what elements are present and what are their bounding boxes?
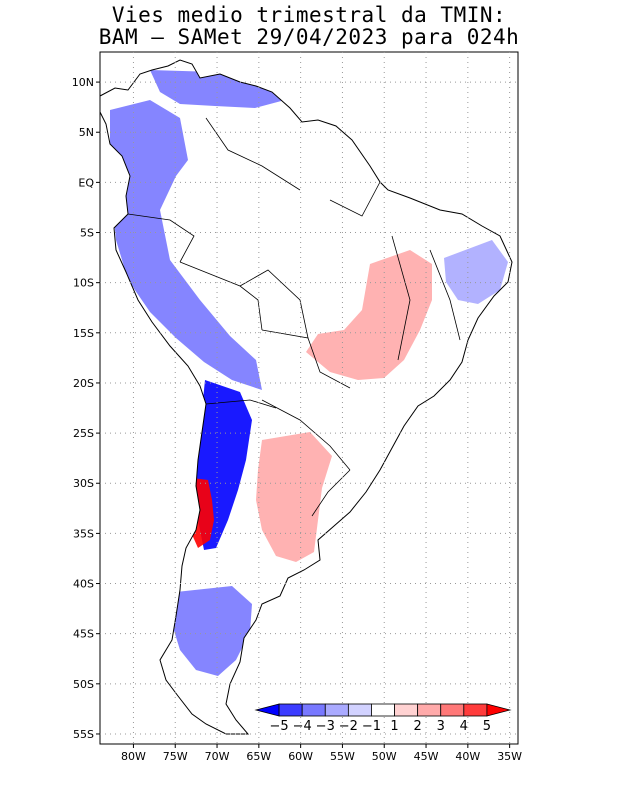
colorbar-swatch	[324, 703, 349, 717]
colorbar-label: 2	[413, 719, 421, 734]
colorbar-swatch	[440, 703, 465, 717]
map-title-line-2: BAM – SAMet 29/04/2023 para 024h	[98, 25, 520, 49]
country-border	[261, 329, 351, 389]
lon-tick-label: 75W	[163, 750, 188, 763]
lon-tick-label: 70W	[205, 750, 230, 763]
colorbar-swatch	[463, 703, 488, 717]
graticule-grid	[100, 52, 518, 744]
country-border	[429, 249, 461, 341]
lat-tick-label: 10S	[73, 277, 94, 290]
colorbar-label: −4	[293, 719, 312, 734]
lat-tick-label: 5S	[80, 227, 94, 240]
lon-tick-label: 60W	[288, 750, 313, 763]
bias-region-andes-west-blue	[110, 100, 262, 390]
colorbar-label: 5	[483, 719, 491, 734]
lat-tick-label: 55S	[73, 728, 94, 741]
bias-region-patagonia-blue	[172, 586, 252, 676]
country-border	[205, 399, 277, 409]
colorbar-label: −5	[270, 719, 289, 734]
colorbar-legend: −5 −4 −3 −2 −1 1 2 3 4 5	[254, 703, 512, 734]
lat-tick-label: 20S	[73, 377, 94, 390]
lat-tick-label: 50S	[73, 678, 94, 691]
lat-tick-label: 10N	[72, 76, 94, 89]
lat-tick-label: EQ	[78, 176, 94, 189]
lat-tick-label: 5N	[79, 126, 94, 139]
lat-tick-label: 35S	[73, 527, 94, 540]
bias-region-caribbean-blue	[150, 70, 285, 108]
bias-region-brazil-northeast-blue	[444, 240, 508, 304]
colorbar-swatch	[371, 703, 395, 717]
lat-tick-label: 45S	[73, 628, 94, 641]
country-border	[127, 213, 195, 263]
lon-tick-label: 80W	[121, 750, 146, 763]
colorbar-label: 1	[390, 719, 398, 734]
colorbar-swatch	[278, 703, 303, 717]
lat-tick-label: 40S	[73, 578, 94, 591]
colorbar-swatch	[347, 703, 372, 717]
country-border	[329, 181, 381, 217]
colorbar-label: 4	[460, 719, 468, 734]
colorbar-swatch	[486, 703, 512, 717]
lat-tick-label: 30S	[73, 477, 94, 490]
lat-tick-label: 15S	[73, 327, 94, 340]
country-border	[179, 261, 263, 331]
lon-tick-label: 55W	[330, 750, 355, 763]
lon-tick-label: 35W	[497, 750, 522, 763]
bias-region-argentina-pampas-red	[256, 432, 332, 562]
colorbar-label: −3	[316, 719, 335, 734]
colorbar-swatch	[301, 703, 326, 717]
country-border	[205, 117, 301, 191]
colorbar-label: 3	[437, 719, 445, 734]
map-title-line-1: Vies medio trimestral da TMIN:	[111, 3, 507, 27]
lon-tick-label: 45W	[414, 750, 439, 763]
lat-tick-label: 25S	[73, 427, 94, 440]
lon-tick-label: 40W	[455, 750, 480, 763]
colorbar-label: −1	[362, 719, 381, 734]
country-border	[391, 235, 411, 361]
country-border	[239, 269, 309, 339]
lon-tick-label: 50W	[372, 750, 397, 763]
colorbar-swatch	[394, 703, 419, 717]
colorbar-label: −2	[339, 719, 358, 734]
colorbar-swatch	[417, 703, 442, 717]
lon-tick-label: 65W	[246, 750, 271, 763]
